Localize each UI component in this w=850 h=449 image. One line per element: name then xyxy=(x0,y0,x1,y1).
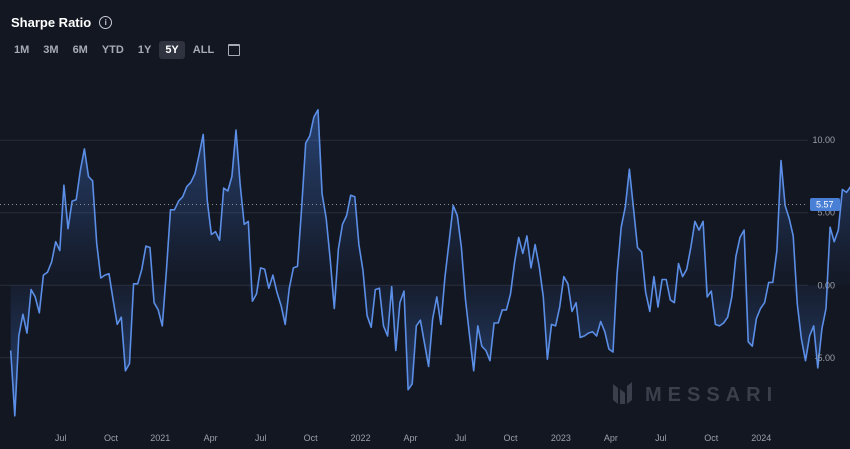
x-tick-label: 2022 xyxy=(351,433,371,443)
x-tick-label: 2021 xyxy=(150,433,170,443)
chart-title: Sharpe Ratio xyxy=(11,15,92,30)
y-tick-label: 5.00 xyxy=(817,208,835,218)
x-tick-label: Oct xyxy=(104,433,119,443)
range-3m-button[interactable]: 3M xyxy=(43,44,59,56)
range-6m-button[interactable]: 6M xyxy=(72,44,88,56)
range-5y-button[interactable]: 5Y xyxy=(159,41,185,59)
range-1y-button[interactable]: 1Y xyxy=(137,44,152,56)
range-all-button[interactable]: ALL xyxy=(192,44,215,56)
x-tick-label: Oct xyxy=(504,433,519,443)
series-line xyxy=(9,109,850,417)
x-axis: Jul Oct 2021 Apr Jul Oct 2022 Apr Jul Oct 2023 Apr J… xyxy=(55,433,771,443)
x-tick-label: Oct xyxy=(304,433,319,443)
last-value-label: 5.57 xyxy=(816,199,834,209)
y-tick-label: 10.00 xyxy=(812,135,835,145)
calendar-icon[interactable] xyxy=(228,44,241,56)
time-range-selector: 1M 3M 6M YTD 1Y 5Y ALL xyxy=(8,41,241,59)
x-tick-label: 2023 xyxy=(551,433,571,443)
x-tick-label: Apr xyxy=(604,433,618,443)
info-circle-icon[interactable]: i xyxy=(99,16,113,29)
x-tick-label: Jul xyxy=(55,433,67,443)
y-tick-label: 0.00 xyxy=(817,280,835,290)
watermark: MESSARI xyxy=(613,382,778,406)
last-value-badge: 5.57 xyxy=(810,197,840,211)
x-tick-label: Jul xyxy=(455,433,467,443)
x-tick-label: 2024 xyxy=(751,433,771,443)
area-fill-negative xyxy=(10,285,850,416)
x-tick-label: Apr xyxy=(404,433,418,443)
area-fill-positive xyxy=(10,109,850,286)
range-1m-button[interactable]: 1M xyxy=(14,44,30,56)
y-axis: 10.00 5.00 0.00 -5.00 xyxy=(812,135,835,363)
watermark-text: MESSARI xyxy=(645,384,778,406)
last-value-badge-bg xyxy=(810,197,840,211)
x-tick-label: Apr xyxy=(204,433,218,443)
y-tick-label: -5.00 xyxy=(814,353,835,363)
chart-header: Sharpe Ratio i xyxy=(11,15,113,30)
range-ytd-button[interactable]: YTD xyxy=(101,44,124,56)
x-tick-label: Jul xyxy=(655,433,667,443)
messari-logo-icon xyxy=(613,382,632,404)
x-tick-label: Oct xyxy=(704,433,719,443)
x-tick-label: Jul xyxy=(255,433,267,443)
